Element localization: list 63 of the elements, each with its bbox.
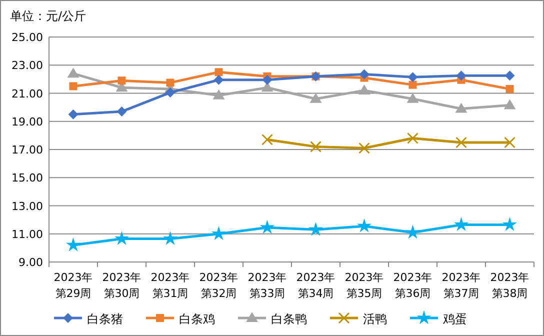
x-tick-label: 2023年第31周 — [150, 271, 190, 300]
point — [212, 227, 225, 240]
point — [407, 132, 418, 144]
x-tick-label: 2023年第35周 — [344, 271, 384, 300]
point — [504, 70, 515, 81]
point — [214, 68, 223, 76]
x-tick-label: 2023年第37周 — [442, 271, 481, 300]
point — [358, 142, 370, 154]
point — [262, 74, 272, 85]
point — [504, 136, 516, 148]
point — [504, 218, 516, 230]
point — [310, 140, 322, 152]
point — [406, 92, 419, 103]
point — [408, 72, 418, 82]
point — [69, 82, 78, 90]
legend-label: 鸡蛋 — [442, 312, 467, 326]
point — [261, 221, 274, 233]
legend-label: 白条猪 — [87, 312, 123, 326]
point — [358, 84, 370, 94]
point — [116, 232, 128, 244]
y-tick-label: 13.00 — [12, 200, 43, 213]
legend-label: 活鸭 — [363, 312, 387, 326]
x-tick-label: 2023年第32周 — [199, 271, 238, 300]
point — [456, 70, 466, 81]
point — [456, 136, 467, 148]
point — [455, 218, 468, 230]
y-tick-label: 23.00 — [12, 59, 43, 72]
y-tick-label: 9.00 — [18, 256, 43, 269]
point — [166, 78, 174, 87]
x-tick-label: 2023年第38周 — [490, 271, 530, 300]
point — [310, 223, 322, 236]
legend-label: 白条鸭 — [271, 312, 307, 326]
point — [504, 99, 516, 110]
x-tick-label: 2023年第36周 — [393, 271, 432, 300]
y-tick-label: 15.00 — [12, 172, 43, 185]
point — [67, 68, 80, 78]
point — [408, 80, 417, 89]
y-tick-label: 21.00 — [12, 87, 43, 100]
point — [455, 102, 468, 113]
point — [310, 92, 322, 103]
point — [164, 232, 176, 244]
y-tick-label: 25.00 — [12, 31, 43, 44]
point — [359, 69, 370, 80]
point — [118, 76, 126, 85]
point — [68, 109, 78, 120]
y-tick-label: 11.00 — [12, 228, 43, 241]
y-tick-label: 19.00 — [12, 115, 43, 128]
point — [214, 74, 224, 85]
x-tick-label: 2023年第33周 — [248, 271, 287, 300]
point — [506, 85, 514, 94]
x-tick-label: 2023年第34周 — [296, 271, 336, 300]
point — [67, 238, 80, 250]
point — [116, 106, 127, 117]
point — [165, 88, 176, 98]
chart-title: 单位：元/公斤 — [10, 9, 86, 23]
point — [406, 226, 419, 238]
y-tick-label: 17.00 — [12, 144, 43, 156]
x-tick-label: 2023年第29周 — [54, 271, 93, 300]
x-tick-label: 2023年第30周 — [102, 271, 142, 300]
point — [358, 220, 370, 232]
point — [262, 134, 273, 146]
legend-label: 白条鸡 — [179, 312, 215, 326]
point — [212, 89, 225, 100]
